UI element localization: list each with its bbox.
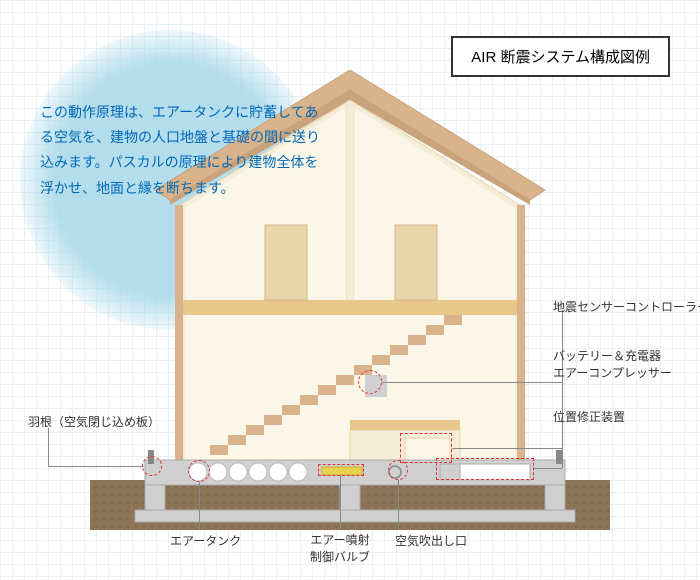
label-valve: エアー噴射 制御バルブ: [310, 532, 370, 566]
marker-position: [436, 458, 534, 480]
label-battery-line1: バッテリー＆充電器: [553, 349, 661, 363]
label-valve-line1: エアー噴射: [310, 533, 369, 547]
label-sensor: 地震センサーコントローラー: [553, 298, 700, 315]
marker-sensor: [358, 370, 382, 394]
leader-position-v: [562, 420, 563, 468]
diagram-canvas: AIR 断震システム構成図例 この動作原理は、エアータンクに貯蓄してある空気を、…: [0, 0, 700, 580]
marker-airtank: [188, 460, 210, 482]
marker-outlet: [388, 460, 408, 480]
leader-position-h: [534, 468, 562, 469]
label-battery: バッテリー＆充電器 エアーコンプレッサー: [553, 348, 672, 382]
leader-airtank-v: [199, 482, 200, 530]
diagram-title: AIR 断震システム構成図例: [451, 36, 670, 77]
label-airtank: エアータンク: [170, 532, 241, 549]
label-outlet: 空気吹出し口: [395, 532, 467, 549]
label-position: 位置修正装置: [553, 408, 625, 425]
description-text: この動作原理は、エアータンクに貯蓄してある空気を、建物の人口地盤と基礎の間に送り…: [40, 100, 320, 201]
marker-blade: [142, 456, 162, 476]
leader-blade-h: [48, 466, 144, 467]
leader-valve-v: [340, 476, 341, 530]
label-battery-line2: エアーコンプレッサー: [553, 366, 672, 380]
marker-valve: [318, 464, 364, 476]
label-valve-line2: 制御バルブ: [310, 550, 370, 564]
leader-outlet-v: [398, 480, 399, 530]
leader-blade-v: [48, 428, 49, 466]
leader-battery-h: [452, 448, 562, 449]
leader-sensor-h: [382, 382, 562, 383]
label-blade: 羽根（空気閉じ込め板）: [28, 413, 160, 430]
